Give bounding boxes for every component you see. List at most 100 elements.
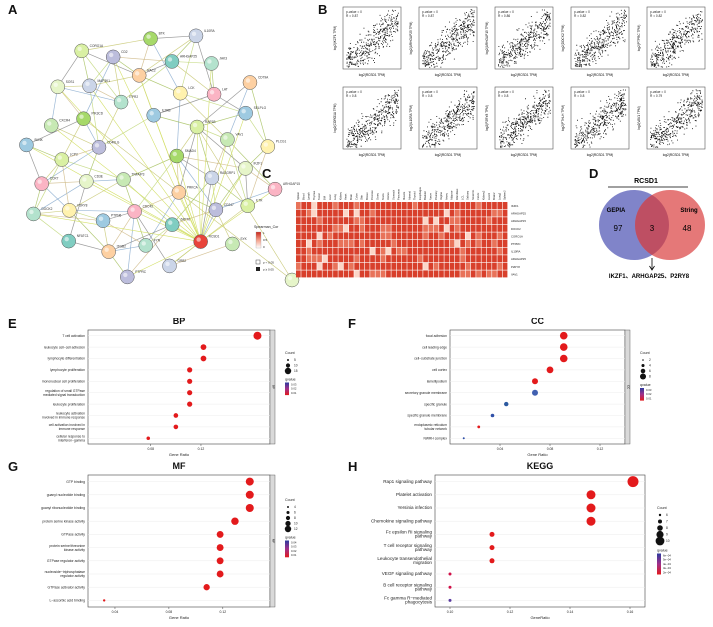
heatmap-cell — [476, 270, 481, 278]
svg-text:12: 12 — [294, 527, 298, 531]
svg-text:BLNK: BLNK — [34, 138, 43, 142]
network-node: CD247 — [208, 202, 234, 218]
heatmap-cell — [311, 224, 317, 232]
heatmap-cell — [391, 262, 397, 270]
dotplot-point — [546, 366, 554, 374]
heatmap-cell — [470, 255, 476, 263]
heatmap-cell — [502, 240, 508, 247]
heatmap-cell — [296, 224, 301, 232]
network-node: CCR7 — [34, 176, 59, 191]
heatmap-cell — [354, 224, 359, 232]
heatmap-cell — [476, 255, 481, 263]
heatmap-cell — [311, 217, 317, 225]
heatmap-cell — [322, 232, 328, 240]
svg-text:log2(RCSD1 TPM): log2(RCSD1 TPM) — [511, 73, 538, 77]
heatmap-cell — [428, 255, 434, 263]
dotplot-category-label: L−ascorbic acid binding — [49, 599, 85, 603]
bp-enrichment-dotplot: BP BP T cell activation leukocyte cell−cell… — [42, 318, 298, 457]
heatmap-cell — [343, 202, 349, 209]
heatmap-cell — [338, 262, 344, 270]
heatmap-cell — [333, 217, 338, 225]
heatmap-cell — [301, 247, 306, 255]
qvalue-legend-title: qvalue — [657, 549, 668, 553]
dotplot-category-label: phagocytosis — [405, 600, 433, 605]
heatmap-cell — [460, 224, 465, 232]
svg-text:p-value = 0: p-value = 0 — [498, 10, 514, 14]
heatmap-cell — [349, 202, 354, 209]
dotplot-category-label: GTPase regulator activity — [47, 559, 85, 563]
heatmap-cell — [470, 209, 476, 217]
network-node: TNFAIP3 — [116, 172, 145, 187]
heatmap-cell — [492, 255, 497, 263]
dotplot-point — [187, 367, 193, 373]
svg-text:0.5: 0.5 — [263, 238, 268, 242]
dotplot-title: MF — [173, 461, 186, 471]
heatmap-cell — [460, 255, 465, 263]
heatmap-cell — [349, 232, 354, 240]
dotplot-category-label: involved in immune response — [42, 416, 85, 420]
svg-text:BP: BP — [272, 385, 276, 389]
svg-text:15: 15 — [294, 369, 298, 373]
heatmap-cell — [460, 262, 465, 270]
heatmap-cell — [449, 217, 455, 225]
heatmap-cell — [327, 232, 333, 240]
heatmap-cell — [497, 217, 503, 225]
venn-right-label: String — [680, 208, 698, 214]
svg-text:TNFAIP3: TNFAIP3 — [132, 173, 145, 177]
dotplot-category-label: leukocyte cell−cell adhesion — [44, 345, 85, 349]
heatmap-cell — [317, 262, 322, 270]
heatmap-cell — [375, 255, 381, 263]
dotplot-category-label: Leukocyte transendothelial — [377, 556, 432, 561]
heatmap-cell — [407, 255, 412, 263]
heatmap-cell — [433, 255, 439, 263]
heatmap-cell — [502, 209, 508, 217]
heatmap-cell — [412, 255, 418, 263]
dotplot-category-label: GTP binding — [66, 480, 85, 484]
dotplot-category-label: secretory granule membrane — [405, 391, 447, 395]
dotplot-point — [187, 390, 193, 396]
svg-text:log2(PTHLH TPM): log2(PTHLH TPM) — [561, 105, 565, 131]
dotplot-point — [532, 378, 538, 385]
dotplot-point — [586, 490, 596, 500]
dotplot-point — [448, 572, 452, 576]
heatmap-cell — [502, 270, 508, 278]
heatmap-cell — [444, 217, 450, 225]
dotplot-point — [559, 331, 568, 340]
heatmap-col-label: Spleen2 — [503, 190, 507, 200]
heatmap-cell — [455, 240, 460, 247]
heatmap-cell — [370, 262, 375, 270]
heatmap-cell — [370, 255, 375, 263]
heatmap-cell — [386, 202, 391, 209]
heatmap-cell — [492, 232, 497, 240]
heatmap-cell — [460, 270, 465, 278]
heatmap-cell — [465, 224, 471, 232]
heatmap-cell — [465, 202, 471, 209]
dotplot-category-label: regulator activity — [60, 574, 85, 578]
heatmap-cell — [476, 202, 481, 209]
heatmap-cell — [296, 255, 301, 263]
dotplot-point — [245, 490, 254, 499]
heatmap-cell — [343, 224, 349, 232]
heatmap-cell — [327, 224, 333, 232]
heatmap-cell — [301, 209, 306, 217]
svg-text:6: 6 — [666, 513, 668, 517]
heatmap-col-label: Uterus — [386, 192, 390, 200]
dotplot-point — [200, 355, 207, 362]
heatmap-cell — [439, 202, 444, 209]
heatmap-cell — [423, 240, 428, 247]
svg-text:log2(ARHGAP15 TPM): log2(ARHGAP15 TPM) — [485, 22, 489, 55]
heatmap-cell — [306, 232, 312, 240]
heatmap-cell — [349, 247, 354, 255]
svg-text:1: 1 — [263, 231, 265, 235]
heatmap-cell — [444, 240, 450, 247]
dotplot-category-label: GTPase activity — [61, 533, 85, 537]
dotplot-category-label: Fc epsilon RI signaling — [386, 530, 433, 535]
dotplot-xlabel: Gene Ratio — [169, 615, 190, 620]
heatmap-cell — [502, 255, 508, 263]
heatmap-cell — [402, 224, 407, 232]
heatmap-cell — [460, 202, 465, 209]
svg-text:8: 8 — [649, 375, 651, 379]
svg-text:p-value = 0: p-value = 0 — [346, 90, 362, 94]
panel-label-f: F — [348, 316, 356, 331]
network-node: PTPN6 — [95, 213, 122, 228]
